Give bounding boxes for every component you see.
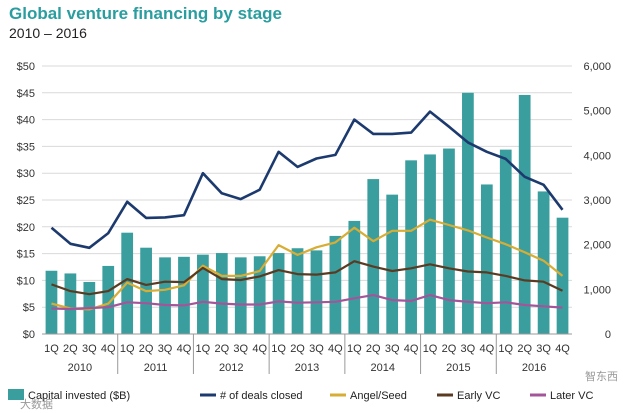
x-tick-label: 4Q — [101, 343, 116, 355]
bar-capital-invested — [424, 154, 436, 334]
x-tick-label: 2Q — [139, 343, 154, 355]
bar-capital-invested — [518, 94, 531, 334]
bar-capital-invested — [462, 92, 474, 334]
legend-label-early-vc: Early VC — [457, 390, 500, 402]
y-right-tick-label: 6,000 — [583, 61, 611, 73]
x-tick-label: 3Q — [536, 343, 551, 355]
y-left-tick-label: $40 — [17, 115, 35, 127]
x-tick-label: 3Q — [461, 343, 476, 355]
x-tick-label: 1Q — [196, 343, 211, 355]
x-tick-label: 4Q — [177, 343, 192, 355]
x-tick-label: 3Q — [385, 343, 400, 355]
legend-swatch-capital-invested-b — [8, 389, 24, 400]
year-label: 2013 — [295, 362, 319, 374]
x-tick-label: 2Q — [214, 343, 229, 355]
bar-capital-invested — [310, 250, 323, 334]
bar-capital-invested — [253, 256, 266, 334]
bar-capital-invested — [329, 235, 342, 334]
y-left-tick-label: $50 — [17, 61, 35, 73]
x-tick-label: 1Q — [44, 343, 59, 355]
x-tick-label: 1Q — [120, 343, 135, 355]
bar-capital-invested — [499, 149, 512, 334]
y-left-tick-label: $45 — [17, 88, 35, 100]
x-tick-label: 3Q — [309, 343, 324, 355]
x-tick-label: 1Q — [423, 343, 438, 355]
year-label: 2014 — [370, 362, 394, 374]
y-left-tick-label: $10 — [17, 275, 35, 287]
x-tick-label: 4Q — [479, 343, 494, 355]
year-label: 2012 — [219, 362, 243, 374]
chart-title: Global venture financing by stage — [9, 4, 282, 23]
year-label: 2010 — [68, 362, 92, 374]
y-right-tick-label: 1,000 — [583, 284, 611, 296]
bar-capital-invested — [480, 184, 493, 334]
y-right-tick-label: 3,000 — [583, 195, 611, 207]
bars-capital-invested — [45, 92, 569, 334]
bar-capital-invested — [64, 273, 77, 334]
x-tick-label: 2Q — [366, 343, 381, 355]
y-left-tick-label: $0 — [23, 329, 35, 341]
legend-label-later-vc: Later VC — [550, 390, 593, 402]
bar-capital-invested — [178, 256, 190, 334]
x-tick-label: 4Q — [555, 343, 570, 355]
year-label: 2015 — [446, 362, 470, 374]
x-tick-label: 4Q — [328, 343, 343, 355]
x-tick-label: 4Q — [252, 343, 267, 355]
year-label: 2016 — [522, 362, 546, 374]
x-tick-label: 1Q — [271, 343, 286, 355]
x-tick-label: 3Q — [158, 343, 173, 355]
y-right-tick-label: 5,000 — [583, 106, 611, 118]
y-left-tick-label: $35 — [17, 141, 35, 153]
bar-capital-invested — [45, 270, 58, 334]
line-later-vc — [51, 294, 563, 311]
bar-capital-invested — [234, 257, 247, 334]
watermark-right: 智东西 — [585, 369, 618, 383]
bar-capital-invested — [159, 257, 171, 334]
x-tick-label: 2Q — [442, 343, 457, 355]
bar-capital-invested — [272, 253, 285, 334]
x-tick-label: 1Q — [347, 343, 362, 355]
y-right-tick-label: 0 — [605, 329, 611, 341]
x-tick-label: 2Q — [517, 343, 532, 355]
line-angel-seed — [51, 218, 564, 311]
y-left-tick-label: $20 — [17, 222, 35, 234]
chart-subtitle: 2010 – 2016 — [9, 25, 87, 41]
x-tick-label: 3Q — [82, 343, 97, 355]
bar-capital-invested — [215, 253, 228, 334]
legend-label-of-deals-closed: # of deals closed — [220, 390, 303, 402]
legend: Capital invested ($B) # of deals closed An… — [8, 389, 593, 402]
watermark-left: 大数据 — [20, 397, 53, 411]
deal-count-lines — [50, 110, 564, 311]
y-left-tick-label: $5 — [23, 302, 35, 314]
y-left-tick-label: $30 — [17, 168, 35, 180]
bar-capital-invested — [367, 179, 380, 334]
line-early-vc — [51, 260, 563, 296]
y-right-tick-label: 2,000 — [583, 240, 611, 252]
x-tick-label: 2Q — [63, 343, 78, 355]
x-tick-label: 1Q — [498, 343, 513, 355]
x-tick-label: 4Q — [404, 343, 419, 355]
y-right-tick-label: 4,000 — [583, 150, 611, 162]
legend-label-angel-seed: Angel/Seed — [350, 390, 407, 402]
bar-capital-invested — [386, 194, 399, 334]
legend-label-capital-invested-b: Capital invested ($B) — [28, 390, 130, 402]
bar-capital-invested — [348, 220, 361, 334]
bar-capital-invested — [102, 265, 115, 334]
bar-capital-invested — [443, 148, 455, 334]
axes: $0 $5 $10 $15 $20 $25 $30 $35 $40 $45 $50 0 1,000 2,0… — [17, 61, 611, 374]
y-left-tick-label: $15 — [17, 249, 35, 261]
bar-capital-invested — [405, 160, 417, 334]
bar-capital-invested — [197, 254, 209, 334]
year-label: 2011 — [144, 362, 168, 374]
bar-capital-invested — [291, 248, 304, 334]
y-left-tick-label: $25 — [17, 195, 35, 207]
bar-capital-invested — [537, 191, 550, 334]
line-of-deals-closed — [50, 110, 564, 250]
x-tick-label: 2Q — [290, 343, 305, 355]
x-tick-label: 3Q — [233, 343, 248, 355]
